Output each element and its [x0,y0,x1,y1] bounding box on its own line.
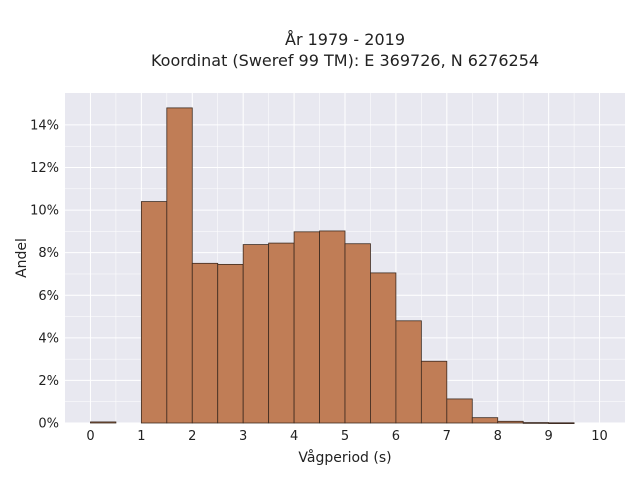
chart-title-line2: Koordinat (Sweref 99 TM): E 369726, N 62… [151,51,539,70]
histogram-bar [140,201,168,424]
x-tick-label: 10 [591,429,608,444]
y-tick-label: 14% [30,118,59,133]
histogram-bar [395,320,422,424]
histogram-bar [522,422,550,424]
histogram-bar [319,230,346,424]
histogram-bar [471,417,499,424]
chart-title-line1: År 1979 - 2019 [285,30,405,49]
y-axis-label: Andel [14,238,30,278]
x-tick-label: 6 [392,429,400,444]
y-tick-label: 10% [30,204,59,219]
histogram-bar [344,243,371,424]
y-tick-label: 2% [38,374,59,389]
bars [90,107,575,424]
histogram-bar [242,244,270,424]
x-tick-label: 2 [188,429,196,444]
y-tick-label: 0% [38,417,59,432]
y-tick-label: 6% [38,289,59,304]
histogram-bar [446,398,473,424]
x-tick-label: 4 [290,429,298,444]
x-tick-label: 9 [544,429,552,444]
y-tick-label: 4% [38,331,59,346]
x-tick-label: 7 [443,429,451,444]
histogram-bar [497,420,524,424]
y-tick-labels: 0% 2% 4% 6% 8% 10% 12% 14% [30,118,59,431]
histogram-bar [293,231,320,424]
x-tick-labels: 0 1 2 3 4 5 6 7 8 9 10 [86,429,608,444]
histogram-bar [191,262,219,424]
histogram-bar [370,272,397,424]
histogram-bar [268,242,295,424]
x-tick-label: 5 [341,429,349,444]
histogram-bar [217,263,244,424]
histogram-bar [166,107,193,424]
x-tick-label: 0 [86,429,94,444]
histogram-bar [90,421,117,424]
y-tick-label: 8% [38,246,59,261]
x-tick-label: 8 [494,429,502,444]
histogram-bar [420,360,448,424]
histogram-bar [548,422,575,424]
x-tick-label: 1 [137,429,145,444]
x-tick-label: 3 [239,429,247,444]
y-tick-label: 12% [30,161,59,176]
x-axis-label: Vågperiod (s) [298,449,391,466]
